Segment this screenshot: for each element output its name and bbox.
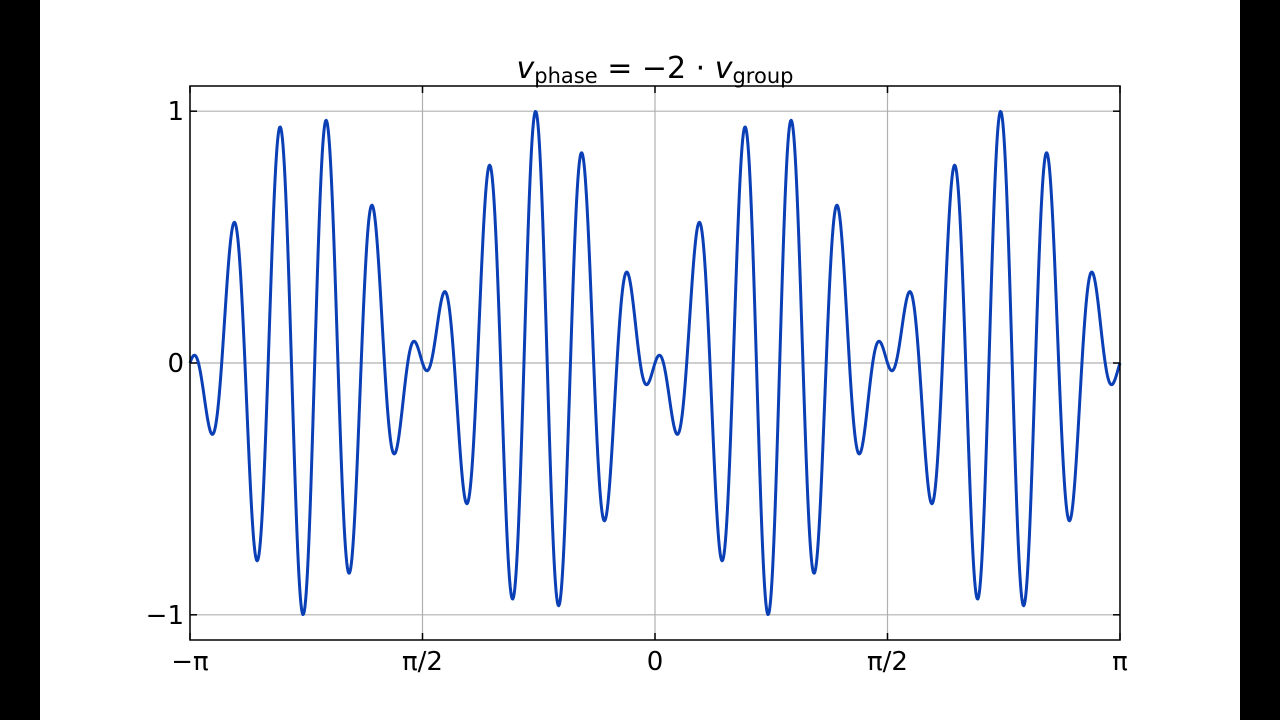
- y-tick-label: 0: [167, 349, 184, 379]
- tick-marks: [189, 86, 1121, 640]
- chart-title: vphase = −2 · vgroup: [517, 51, 794, 88]
- x-tick-label: π: [1112, 647, 1128, 677]
- x-tick-label: −π: [171, 647, 208, 677]
- x-tick-label: π/2: [867, 647, 908, 677]
- title-sub1: phase: [534, 64, 597, 88]
- tick-labels: −π π/2 0 π/2 π 1 0 −1: [146, 97, 1128, 677]
- x-tick-label: π/2: [402, 647, 443, 677]
- title-equals: = −2 ·: [598, 51, 715, 86]
- title-v2: v: [715, 51, 734, 86]
- series-line: [188, 109, 1122, 617]
- y-tick-label: 1: [167, 97, 184, 127]
- title-sub2: group: [732, 64, 793, 88]
- x-tick-label: 0: [647, 647, 664, 677]
- title-v1: v: [517, 51, 536, 86]
- y-tick-label: −1: [146, 601, 184, 631]
